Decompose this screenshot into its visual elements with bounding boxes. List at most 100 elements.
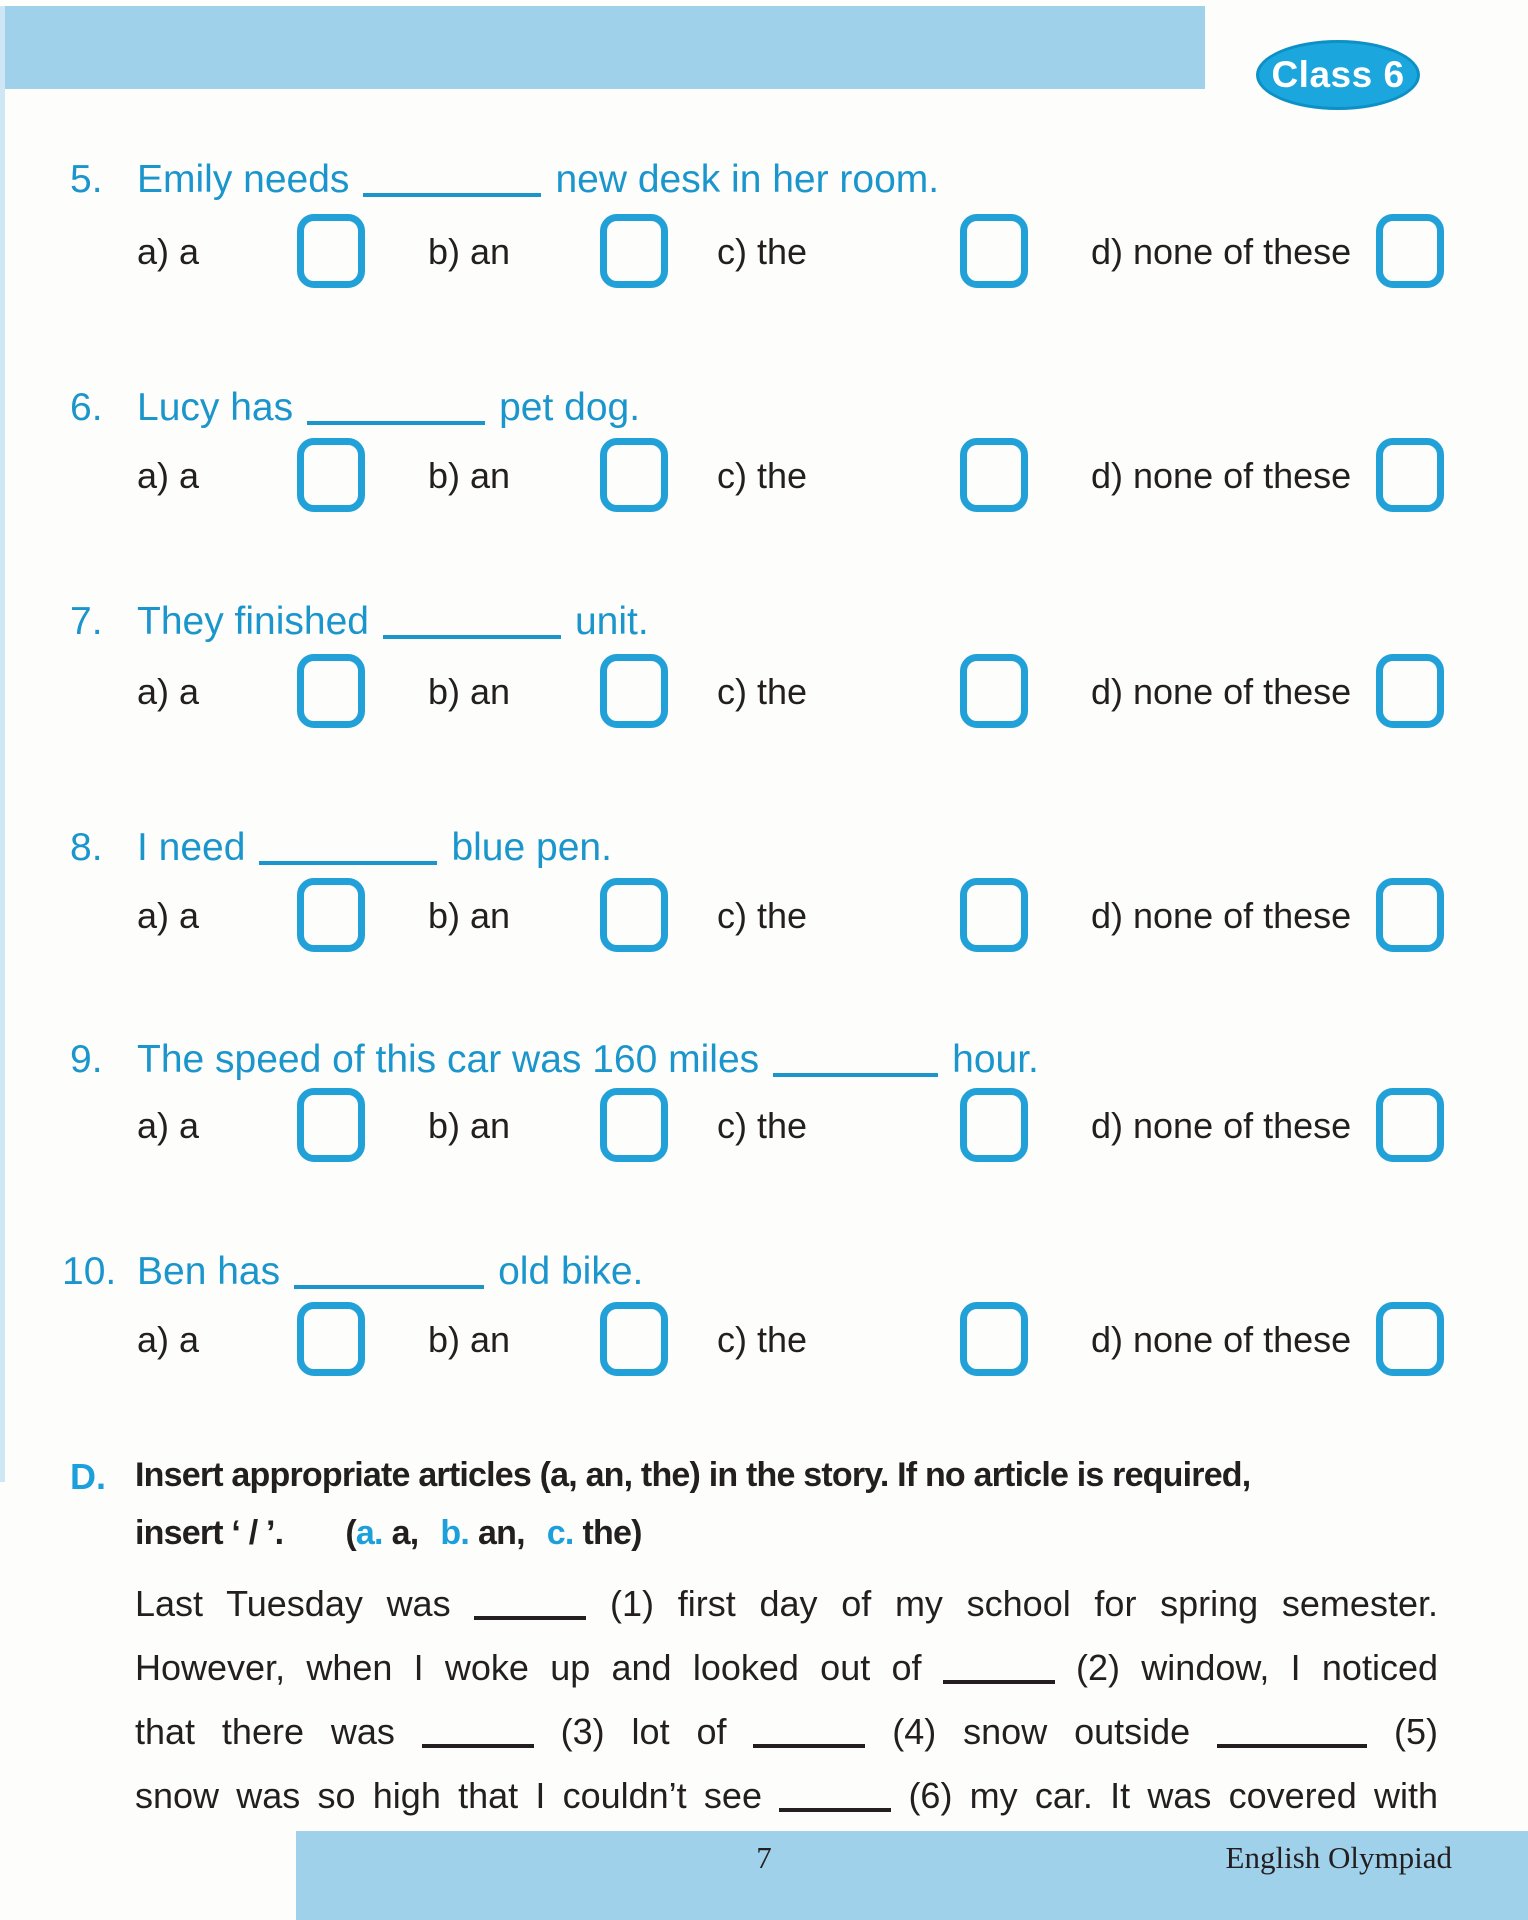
class-badge: Class 6 (1256, 40, 1420, 110)
option-b-label: b) an (428, 1319, 511, 1360)
question-6-pre: Lucy has (137, 386, 294, 429)
story-text: (5) (1393, 1711, 1438, 1752)
option-d-label: d) none of these (1091, 1319, 1352, 1360)
option-b-checkbox[interactable] (600, 438, 668, 512)
option-c-label: c) the (717, 1105, 808, 1146)
question-8-options: a) a b) an c) the d) none of these (0, 878, 1528, 954)
option-a-label: a) a (137, 231, 200, 272)
section-d-instruction-line1: Insert appropriate articles (a, an, the)… (135, 1456, 1251, 1494)
question-10-blank (294, 1255, 485, 1289)
option-d-checkbox[interactable] (1376, 654, 1444, 728)
key-b-word: an, (478, 1514, 526, 1552)
section-d-letter: D. (70, 1456, 106, 1497)
option-a-checkbox[interactable] (297, 1302, 365, 1376)
key-a-word: a, (391, 1514, 420, 1552)
option-c-checkbox[interactable] (960, 438, 1028, 512)
option-c-checkbox[interactable] (960, 878, 1028, 952)
question-10-post: old bike. (498, 1250, 644, 1293)
story-line-4: snow was so high that I couldn’t see (6)… (135, 1764, 1438, 1828)
question-10-text: Ben has old bike. (137, 1250, 643, 1294)
class-badge-label: Class 6 (1271, 54, 1405, 95)
story-text: snow was so high that I couldn’t see (135, 1775, 762, 1816)
question-5-text: Emily needs new desk in her room. (137, 158, 939, 202)
question-9-post: hour. (952, 1038, 1039, 1081)
option-a-checkbox[interactable] (297, 654, 365, 728)
left-edge-strip (0, 6, 5, 1482)
question-7-text: They finished unit. (137, 600, 649, 644)
question-7: 7. They finished unit. (0, 600, 1528, 652)
header-band (0, 6, 1205, 89)
story-blank-4 (753, 1718, 866, 1748)
option-b-label: b) an (428, 1105, 511, 1146)
option-d-checkbox[interactable] (1376, 878, 1444, 952)
question-6-number: 6. (70, 386, 103, 429)
option-d-checkbox[interactable] (1376, 214, 1444, 288)
option-d-checkbox[interactable] (1376, 1088, 1444, 1162)
option-b-checkbox[interactable] (600, 1302, 668, 1376)
story-line-1: Last Tuesday was (1) first day of my sch… (135, 1572, 1438, 1636)
option-b-label: b) an (428, 671, 511, 712)
story-text: that there was (135, 1711, 395, 1752)
option-d-label: d) none of these (1091, 671, 1352, 712)
paren-open: ( (345, 1514, 356, 1552)
story-blank-1 (474, 1590, 587, 1620)
question-9-pre: The speed of this car was 160 miles (137, 1038, 760, 1081)
option-c-checkbox[interactable] (960, 214, 1028, 288)
option-a-label: a) a (137, 1319, 200, 1360)
question-8-post: blue pen. (451, 826, 612, 869)
question-5-post: new desk in her room. (555, 158, 940, 201)
story-line-2: However, when I woke up and looked out o… (135, 1636, 1438, 1700)
option-b-checkbox[interactable] (600, 878, 668, 952)
question-9: 9. The speed of this car was 160 miles ho… (0, 1038, 1528, 1090)
option-c-label: c) the (717, 671, 808, 712)
question-5: 5. Emily needs new desk in her room. (0, 158, 1528, 210)
question-7-options: a) a b) an c) the d) none of these (0, 654, 1528, 730)
option-a-label: a) a (137, 895, 200, 936)
question-8-number: 8. (70, 826, 103, 869)
question-10: 10. Ben has old bike. (0, 1250, 1528, 1302)
option-a-checkbox[interactable] (297, 214, 365, 288)
book-title: English Olympiad (1225, 1840, 1452, 1875)
option-b-checkbox[interactable] (600, 654, 668, 728)
question-5-number: 5. (70, 158, 103, 201)
question-7-post: unit. (574, 600, 649, 643)
option-c-label: c) the (717, 895, 808, 936)
story-text: (1) first day of my school for spring se… (610, 1583, 1438, 1624)
question-8-blank (259, 831, 438, 865)
option-a-label: a) a (137, 671, 200, 712)
option-c-checkbox[interactable] (960, 654, 1028, 728)
option-b-label: b) an (428, 231, 511, 272)
option-b-label: b) an (428, 455, 511, 496)
story-paragraph: Last Tuesday was (1) first day of my sch… (135, 1572, 1438, 1828)
question-5-blank (363, 163, 542, 197)
story-blank-6 (779, 1782, 892, 1812)
footer-band (296, 1831, 1528, 1920)
option-d-label: d) none of these (1091, 231, 1352, 272)
story-text: (4) snow outside (892, 1711, 1191, 1752)
option-c-label: c) the (717, 455, 808, 496)
option-a-checkbox[interactable] (297, 878, 365, 952)
option-c-checkbox[interactable] (960, 1088, 1028, 1162)
question-10-pre: Ben has (137, 1250, 281, 1293)
question-6-options: a) a b) an c) the d) none of these (0, 438, 1528, 514)
question-9-blank (773, 1043, 939, 1077)
option-a-checkbox[interactable] (297, 438, 365, 512)
question-8: 8. I need blue pen. (0, 826, 1528, 878)
story-text: (2) window, I noticed (1076, 1647, 1438, 1688)
story-blank-2 (942, 1654, 1055, 1684)
option-b-checkbox[interactable] (600, 214, 668, 288)
option-a-checkbox[interactable] (297, 1088, 365, 1162)
question-9-text: The speed of this car was 160 miles hour. (137, 1038, 1039, 1082)
option-d-checkbox[interactable] (1376, 438, 1444, 512)
question-7-blank (382, 605, 561, 639)
option-a-label: a) a (137, 1105, 200, 1146)
option-c-checkbox[interactable] (960, 1302, 1028, 1376)
section-d-insert-text: insert ‘ / ’. (135, 1514, 284, 1552)
key-b-letter: b. (440, 1514, 469, 1552)
question-6-text: Lucy has pet dog. (137, 386, 640, 430)
option-b-checkbox[interactable] (600, 1088, 668, 1162)
option-d-checkbox[interactable] (1376, 1302, 1444, 1376)
option-c-label: c) the (717, 231, 808, 272)
story-text: (3) lot of (560, 1711, 727, 1752)
key-a-letter: a. (355, 1514, 384, 1552)
